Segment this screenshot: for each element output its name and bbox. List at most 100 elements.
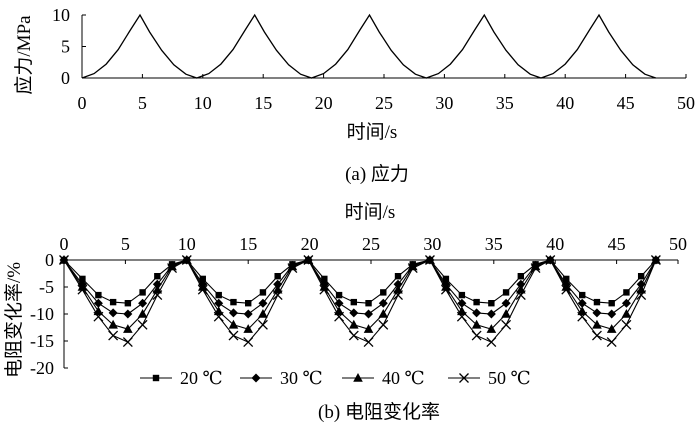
data-point <box>334 311 345 322</box>
resistance-series <box>59 255 661 348</box>
data-point <box>486 309 496 319</box>
data-point <box>274 273 281 280</box>
data-point <box>181 255 192 265</box>
data-point <box>228 319 239 329</box>
data-point <box>348 330 359 341</box>
resistance-y-tick-labels: 0 -5 -10 -15 -20 <box>30 250 54 378</box>
data-point <box>577 298 587 308</box>
data-point <box>486 337 497 348</box>
resistance-caption: (b) 电阻变化率 <box>318 401 440 423</box>
data-point <box>228 308 238 318</box>
data-point <box>407 263 418 274</box>
data-point <box>457 298 467 308</box>
data-point <box>593 298 601 306</box>
data-point <box>561 284 572 295</box>
resistance-chart: 0 5 10 15 20 25 30 35 40 45 50 0 -5 -10 -15 -20 20 ℃ 30… <box>3 201 687 423</box>
stress-y-tick-label: 0 <box>61 68 70 88</box>
stress-x-tick-label: 35 <box>496 93 514 113</box>
resistance-x-tick-label: 50 <box>669 234 687 254</box>
legend-marker <box>459 373 469 383</box>
data-point <box>545 255 556 265</box>
data-point <box>319 282 330 291</box>
stress-y-tick-labels: 0 5 10 <box>52 5 70 88</box>
stress-y-tick-label: 10 <box>52 5 70 25</box>
data-point <box>621 298 631 308</box>
data-point <box>637 273 645 280</box>
data-point <box>592 308 602 318</box>
data-point <box>77 282 88 291</box>
data-point <box>167 261 177 271</box>
stress-x-tick-label: 10 <box>194 93 212 113</box>
data-point <box>321 275 328 283</box>
data-point <box>243 309 253 319</box>
legend-item: 30 ℃ <box>240 368 323 388</box>
data-point <box>530 263 541 274</box>
data-point <box>471 330 482 341</box>
data-point <box>440 284 451 295</box>
series-line <box>63 259 657 330</box>
stress-x-axis-label: 时间/s <box>347 121 398 143</box>
data-point <box>59 255 69 265</box>
legend-item: 50 ℃ <box>448 368 531 388</box>
series-square <box>60 256 660 307</box>
data-point <box>364 309 374 319</box>
data-point <box>228 330 239 341</box>
data-point <box>636 290 647 301</box>
resistance-x-axis-label: 时间/s <box>345 201 396 223</box>
resistance-x-tick-label: 25 <box>362 234 380 254</box>
data-point <box>394 273 402 280</box>
data-point <box>579 291 586 299</box>
legend-marker <box>251 373 261 383</box>
legend-item: 40 ℃ <box>342 368 425 388</box>
data-point <box>214 298 224 308</box>
data-point <box>591 330 602 341</box>
data-point <box>108 308 118 318</box>
data-point <box>199 275 206 283</box>
data-point <box>502 289 510 296</box>
data-point <box>243 324 253 333</box>
series-cross <box>59 255 661 348</box>
data-point <box>349 319 359 329</box>
stress-line <box>81 13 657 79</box>
data-point <box>363 337 374 348</box>
data-point <box>606 324 617 333</box>
stress-x-tick-label: 50 <box>677 93 695 113</box>
data-point <box>257 319 268 330</box>
data-point <box>563 275 570 283</box>
data-point <box>77 284 88 295</box>
legend-marker <box>152 374 160 382</box>
data-point <box>93 298 103 308</box>
data-point <box>258 298 268 308</box>
data-point <box>621 309 632 318</box>
data-point <box>109 298 117 306</box>
resistance-x-tick-label: 35 <box>485 234 503 254</box>
resistance-legend: 20 ℃ 30 ℃ 40 ℃ 50 ℃ <box>140 368 531 388</box>
stress-x-tick-label: 0 <box>78 93 87 113</box>
data-point <box>272 290 283 301</box>
resistance-x-tick-label: 5 <box>121 234 130 254</box>
series-line <box>63 259 657 304</box>
data-point <box>259 289 267 296</box>
data-point <box>123 309 133 319</box>
stress-x-tick-label: 25 <box>375 93 393 113</box>
legend-label: 30 ℃ <box>280 368 323 388</box>
stress-y-axis-label: 应力/MPa <box>13 15 35 95</box>
legend-label: 50 ℃ <box>488 368 531 388</box>
data-point <box>561 282 572 291</box>
series-line <box>63 259 657 315</box>
resistance-x-tick-label: 30 <box>423 234 441 254</box>
data-point <box>607 309 617 319</box>
legend-label: 20 ℃ <box>180 368 223 388</box>
stress-series <box>81 13 657 79</box>
data-point <box>230 298 237 306</box>
data-point <box>606 337 617 348</box>
data-point <box>501 309 511 318</box>
data-point <box>319 284 330 295</box>
data-point <box>623 289 630 296</box>
data-point <box>378 309 389 318</box>
series-line <box>63 259 657 343</box>
data-point <box>441 282 451 291</box>
data-point <box>378 298 388 308</box>
data-point <box>197 284 208 295</box>
